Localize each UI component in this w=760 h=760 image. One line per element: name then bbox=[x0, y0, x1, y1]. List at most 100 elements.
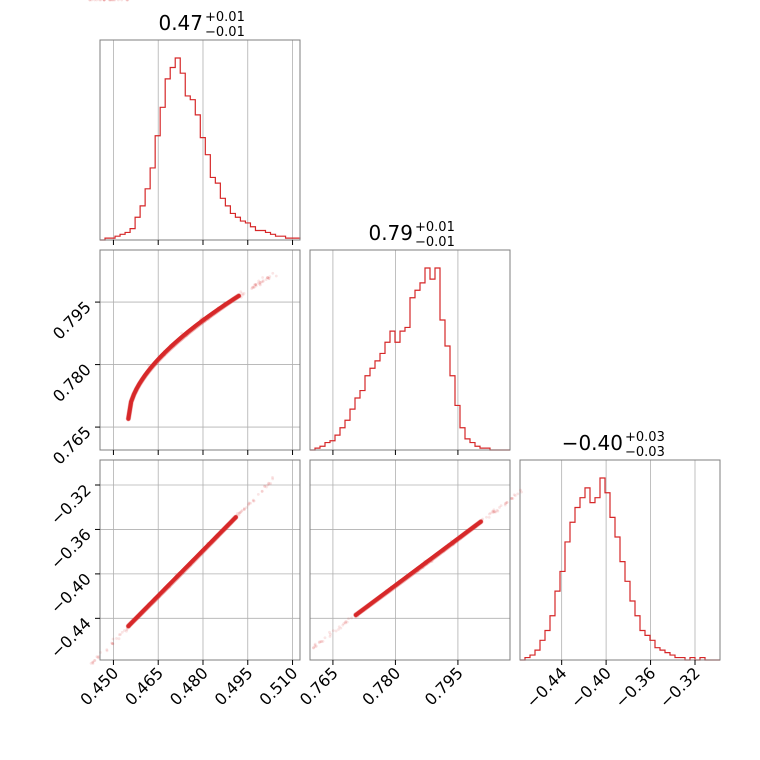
scatter-point bbox=[320, 640, 323, 643]
scatter-point bbox=[263, 484, 266, 488]
scatter-point bbox=[258, 281, 262, 285]
scatter-point bbox=[239, 290, 243, 294]
contour-2-1-2 bbox=[354, 520, 483, 617]
scatter-point bbox=[90, 0, 94, 2]
scatter-point bbox=[253, 283, 256, 287]
scatter-point bbox=[319, 640, 323, 644]
scatter-point bbox=[519, 488, 522, 492]
scatter-point bbox=[341, 623, 345, 627]
ytick-label-2-0: −0.44 bbox=[47, 614, 95, 662]
scatter-point bbox=[102, 0, 106, 2]
scatter-point bbox=[343, 621, 347, 624]
xtick-label-0-3: 0.495 bbox=[211, 663, 257, 709]
ytick-label-2-1: −0.40 bbox=[47, 569, 95, 617]
scatter-point bbox=[125, 0, 129, 2]
scatter-point bbox=[242, 507, 246, 510]
scatter-point bbox=[119, 633, 122, 636]
scatter-point bbox=[347, 617, 350, 621]
scatter-point bbox=[125, 628, 129, 632]
scatter-point bbox=[110, 641, 114, 645]
scatter-point bbox=[113, 0, 117, 2]
scatter-point bbox=[329, 632, 332, 636]
scatter-point bbox=[264, 278, 268, 281]
xtick-label-2-1: −0.40 bbox=[567, 663, 615, 711]
scatter-point bbox=[126, 0, 130, 2]
scatter-point bbox=[256, 281, 260, 285]
title-plus-1: +0.01 bbox=[415, 220, 455, 235]
scatter-point bbox=[321, 639, 325, 643]
scatter-point bbox=[242, 507, 246, 511]
scatter-point bbox=[271, 271, 275, 275]
scatter-point bbox=[125, 0, 129, 2]
xtick-label-1-0: 0.765 bbox=[296, 663, 342, 709]
ytick-label-1-1: 0.780 bbox=[49, 360, 95, 406]
scatter-point bbox=[243, 508, 246, 511]
panels: −0.44−0.40−0.36−0.320.7650.7800.7950.450… bbox=[47, 0, 721, 711]
scatter-point bbox=[261, 276, 265, 279]
scatter-point bbox=[235, 511, 239, 515]
scatter-point bbox=[265, 485, 268, 489]
scatter-point bbox=[237, 513, 241, 517]
scatter-point bbox=[481, 517, 485, 521]
scatter-point bbox=[487, 512, 491, 516]
panel-frame-2-0 bbox=[99, 459, 301, 661]
scatter-point bbox=[102, 0, 106, 2]
scatter-point bbox=[91, 660, 95, 664]
scatter-point bbox=[240, 292, 244, 296]
contour-1-0-2 bbox=[126, 294, 241, 421]
scatter-point bbox=[247, 502, 251, 506]
scatter-point bbox=[271, 477, 275, 481]
scatter-point bbox=[250, 287, 254, 291]
scatter-point bbox=[267, 481, 270, 485]
panel-frame-2-1 bbox=[309, 459, 511, 661]
scatter-point bbox=[485, 515, 488, 519]
scatter-point bbox=[266, 276, 270, 280]
scatter-point bbox=[258, 280, 262, 284]
scatter-point bbox=[263, 485, 267, 488]
scatter-point bbox=[110, 642, 114, 646]
scatter-point bbox=[253, 285, 256, 289]
scatter-point bbox=[494, 510, 498, 514]
title-minus-1: −0.01 bbox=[415, 235, 455, 250]
xtick-label-0-0: 0.450 bbox=[76, 663, 122, 709]
scatter-point bbox=[511, 497, 515, 500]
title-plus-0: +0.01 bbox=[205, 10, 245, 25]
scatter-point bbox=[489, 511, 493, 515]
scatter-point bbox=[510, 496, 514, 500]
xtick-label-0-1: 0.465 bbox=[121, 663, 167, 709]
scatter-point bbox=[337, 625, 341, 629]
scatter-point bbox=[256, 492, 260, 496]
histogram-2 bbox=[520, 477, 720, 661]
scatter-point bbox=[491, 510, 494, 513]
scatter-point bbox=[512, 493, 516, 497]
scatter-point bbox=[111, 642, 115, 646]
scatter-point bbox=[247, 501, 251, 505]
scatter-point bbox=[317, 641, 321, 645]
contour-1-0-0 bbox=[125, 293, 242, 422]
scatter-1-0 bbox=[88, 0, 278, 422]
scatter-point bbox=[260, 280, 263, 284]
ytick-label-1-0: 0.765 bbox=[49, 422, 95, 468]
scatter-point bbox=[239, 511, 242, 514]
scatter-point bbox=[116, 0, 120, 2]
scatter-point bbox=[110, 0, 114, 2]
scatter-point bbox=[254, 284, 258, 288]
scatter-point bbox=[510, 496, 513, 500]
scatter-point bbox=[350, 616, 353, 620]
scatter-point bbox=[493, 510, 497, 514]
scatter-point bbox=[246, 503, 250, 507]
xtick-label-1-1: 0.780 bbox=[358, 663, 404, 709]
scatter-point bbox=[328, 630, 331, 634]
scatter-point bbox=[258, 282, 262, 286]
scatter-point bbox=[254, 283, 258, 287]
scatter-point bbox=[344, 620, 348, 623]
contour-1-0-1 bbox=[126, 293, 241, 421]
scatter-point bbox=[105, 648, 109, 652]
scatter-point bbox=[95, 655, 99, 659]
scatter-point bbox=[91, 662, 95, 665]
scatter-point bbox=[313, 642, 317, 646]
ytick-label-1-2: 0.795 bbox=[49, 297, 95, 343]
title-param-2: −0.40 +0.03 −0.03 bbox=[562, 430, 665, 460]
scatter-point bbox=[261, 279, 265, 283]
scatter-point bbox=[334, 629, 338, 633]
